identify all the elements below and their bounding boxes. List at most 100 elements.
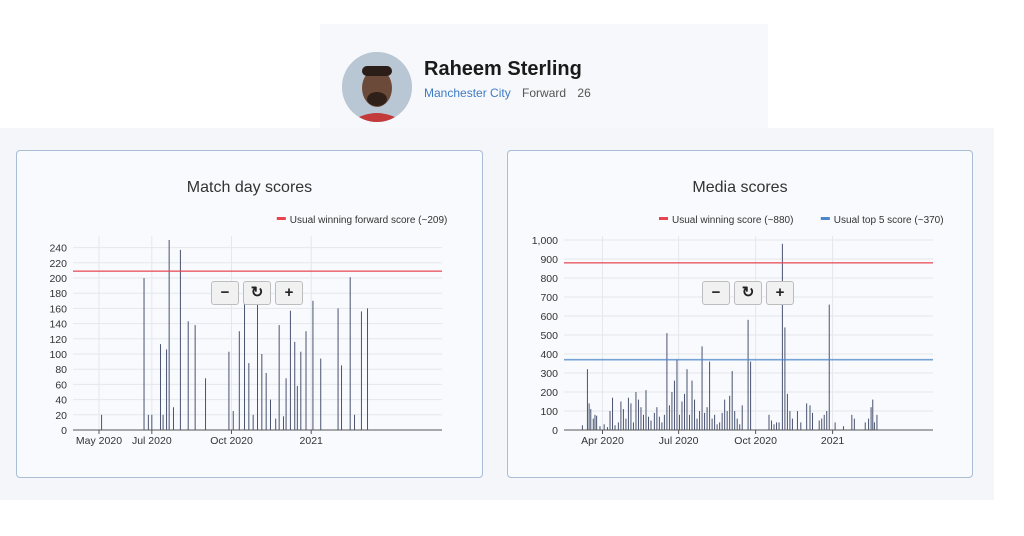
bar[interactable] [789,411,791,430]
bar[interactable] [834,422,836,430]
bar[interactable] [592,418,594,430]
bar[interactable] [341,365,343,430]
bar[interactable] [205,378,207,430]
bar[interactable] [168,240,170,430]
bar[interactable] [868,418,870,430]
bar[interactable] [620,401,622,431]
bar[interactable] [781,243,783,430]
bar[interactable] [312,300,314,430]
bar[interactable] [166,349,168,430]
bar[interactable] [630,403,632,430]
bar[interactable] [696,418,698,430]
bar[interactable] [305,331,307,430]
bar[interactable] [151,414,153,430]
bar[interactable] [162,414,164,430]
bar[interactable] [101,414,103,430]
bar[interactable] [719,422,721,430]
bar[interactable] [648,416,650,430]
bar[interactable] [709,361,711,430]
bar[interactable] [826,411,828,430]
bar[interactable] [791,418,793,430]
player-club-link[interactable]: Manchester City [424,86,511,100]
bar[interactable] [828,304,830,430]
bar[interactable] [617,422,619,430]
bar[interactable] [367,308,369,430]
bar[interactable] [278,325,280,430]
match-day-scores-chart[interactable]: 0 20 40 60 80 100 120 140 160 180 200 220 240 May 202… [17,151,484,479]
bar[interactable] [676,359,678,430]
bar[interactable] [609,411,611,430]
bar[interactable] [296,385,298,430]
bar[interactable] [586,369,588,430]
bar[interactable] [590,409,592,430]
bar[interactable] [786,393,788,430]
bar[interactable] [681,401,683,431]
bar[interactable] [581,425,583,430]
bar[interactable] [596,415,598,430]
bar[interactable] [716,424,718,430]
bar[interactable] [300,351,302,430]
bar[interactable] [642,414,644,430]
bar[interactable] [876,414,878,430]
bar[interactable] [823,414,825,430]
bar[interactable] [724,399,726,430]
bar[interactable] [337,308,339,430]
bar[interactable] [275,418,277,430]
bar[interactable] [683,393,685,430]
bar[interactable] [711,418,713,430]
bar[interactable] [588,403,590,430]
bar[interactable] [809,405,811,430]
bar[interactable] [873,422,875,430]
bar[interactable] [668,405,670,430]
zoom-in-button[interactable]: + [275,281,303,305]
bar[interactable] [238,331,240,430]
bar[interactable] [671,392,673,430]
bar[interactable] [179,249,181,430]
bar[interactable] [172,407,174,430]
bar[interactable] [645,390,647,430]
bar[interactable] [800,422,802,430]
bar[interactable] [294,341,296,430]
bar[interactable] [694,399,696,430]
bar[interactable] [851,414,853,430]
bar[interactable] [686,369,688,430]
bar[interactable] [349,277,351,430]
bar[interactable] [796,411,798,430]
bar[interactable] [147,414,149,430]
bar[interactable] [320,358,322,430]
bar[interactable] [614,425,616,430]
bar[interactable] [635,392,637,430]
bar[interactable] [784,327,786,430]
bar[interactable] [734,411,736,430]
bar[interactable] [354,414,356,430]
bar[interactable] [637,399,639,430]
bar[interactable] [701,346,703,430]
bar[interactable] [731,371,733,430]
bar[interactable] [771,420,773,431]
bar[interactable] [269,399,271,430]
bar[interactable] [603,424,605,430]
bar[interactable] [773,424,775,430]
zoom-in-button[interactable]: + [766,281,794,305]
bar[interactable] [821,418,823,430]
bar[interactable] [632,422,634,430]
bar[interactable] [818,420,820,431]
bar[interactable] [252,414,254,430]
bar[interactable] [699,411,701,430]
zoom-out-button[interactable]: − [702,281,730,305]
bar[interactable] [704,412,706,430]
bar[interactable] [194,325,196,430]
reset-zoom-button[interactable]: ↻ [243,281,271,305]
zoom-out-button[interactable]: − [211,281,239,305]
bar[interactable] [729,395,731,430]
bar[interactable] [741,405,743,430]
bar[interactable] [627,397,629,430]
bar[interactable] [257,285,258,430]
bar[interactable] [143,278,145,430]
bar[interactable] [607,427,609,430]
bar[interactable] [187,321,189,430]
bar[interactable] [612,397,614,430]
bar[interactable] [864,422,866,430]
bar[interactable] [870,407,872,430]
bar[interactable] [622,409,624,430]
